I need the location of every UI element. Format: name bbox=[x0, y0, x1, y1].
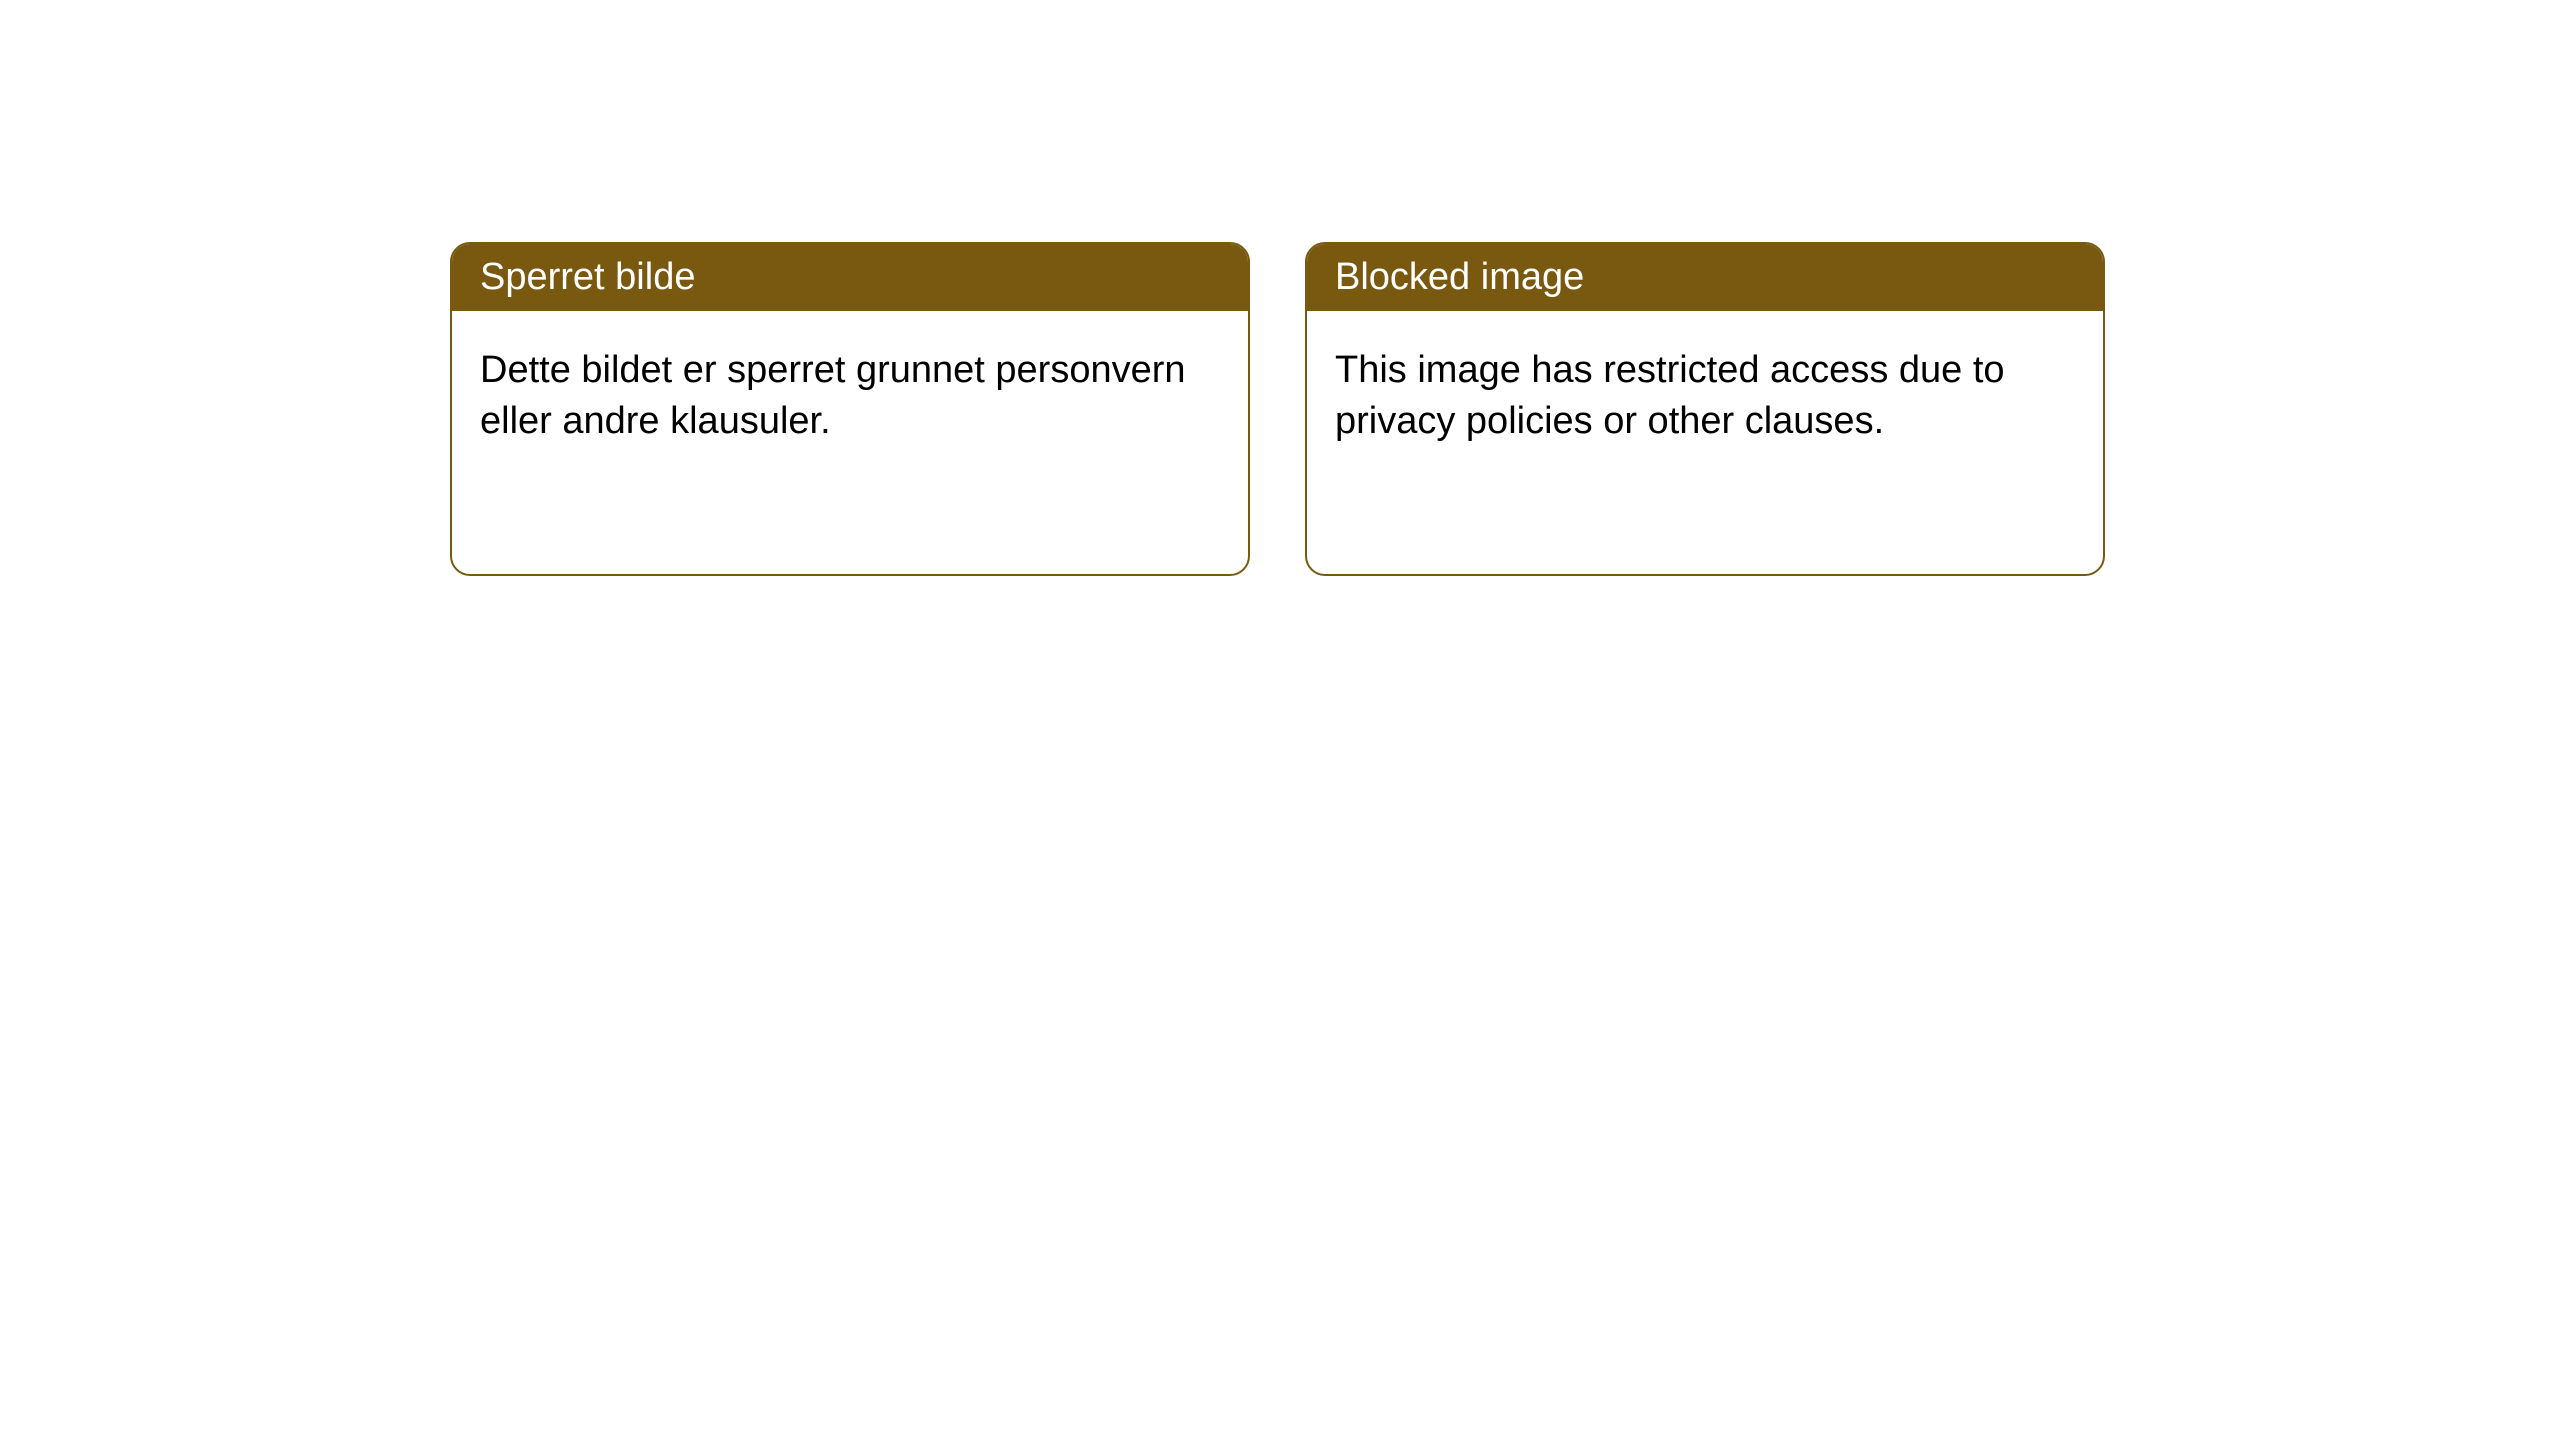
notice-card-norwegian: Sperret bilde Dette bildet er sperret gr… bbox=[450, 242, 1250, 576]
notice-container: Sperret bilde Dette bildet er sperret gr… bbox=[0, 0, 2560, 576]
notice-card-title: Sperret bilde bbox=[452, 244, 1248, 311]
notice-card-title: Blocked image bbox=[1307, 244, 2103, 311]
notice-card-english: Blocked image This image has restricted … bbox=[1305, 242, 2105, 576]
notice-card-body: Dette bildet er sperret grunnet personve… bbox=[452, 311, 1248, 482]
notice-card-body: This image has restricted access due to … bbox=[1307, 311, 2103, 482]
